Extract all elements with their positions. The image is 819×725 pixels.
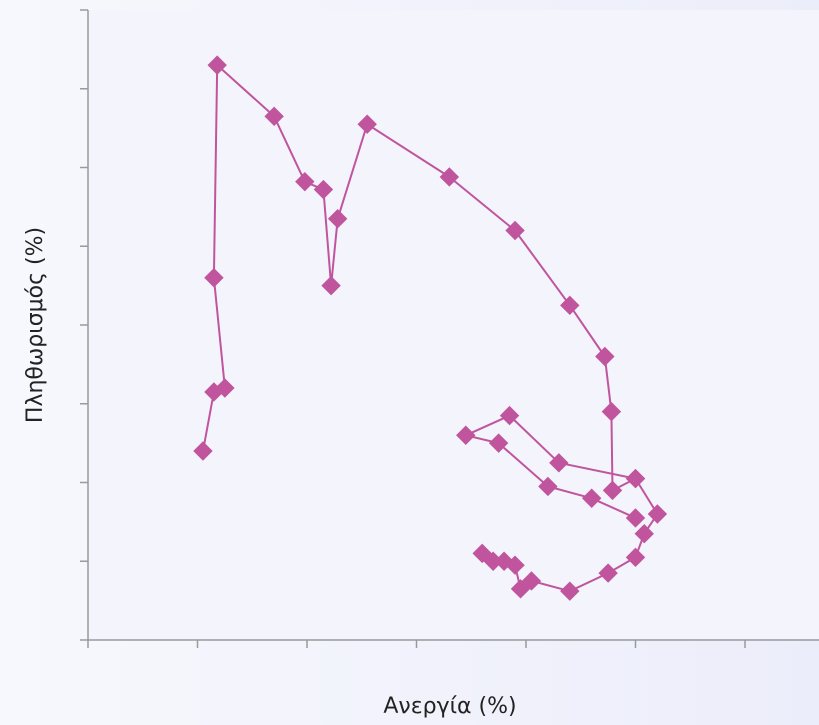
data-point	[327, 208, 348, 229]
data-point	[499, 405, 520, 426]
data-point	[472, 543, 492, 564]
data-point	[625, 468, 646, 489]
plot-area	[88, 10, 819, 640]
data-point	[439, 167, 460, 187]
data-point	[521, 571, 542, 591]
data-point	[456, 425, 476, 445]
data-point	[321, 275, 341, 296]
data-point	[560, 295, 580, 316]
data-point	[510, 579, 531, 599]
data-point	[215, 378, 235, 398]
data-point	[488, 433, 509, 453]
data-point	[264, 106, 284, 127]
data-point	[357, 114, 377, 134]
data-point	[193, 441, 213, 461]
axes	[80, 9, 819, 648]
data-point	[313, 179, 334, 200]
y-axis-label: Πληθωρισμός (%)	[23, 227, 48, 423]
data-point	[549, 453, 569, 473]
data-point	[601, 401, 622, 422]
series-points	[193, 55, 668, 601]
data-point	[598, 563, 618, 583]
data-point	[204, 268, 224, 288]
data-point	[625, 547, 646, 568]
x-axis-label: Ανεργία (%)	[383, 694, 516, 719]
data-point	[538, 476, 558, 497]
data-point	[295, 171, 315, 192]
data-point	[560, 581, 580, 601]
data-point	[625, 508, 646, 528]
data-point	[207, 55, 227, 75]
data-point	[647, 504, 668, 524]
data-point	[581, 488, 602, 508]
data-point	[483, 551, 503, 571]
data-point	[595, 346, 615, 367]
data-point	[602, 480, 623, 501]
data-point	[505, 220, 525, 241]
data-point	[634, 523, 654, 544]
